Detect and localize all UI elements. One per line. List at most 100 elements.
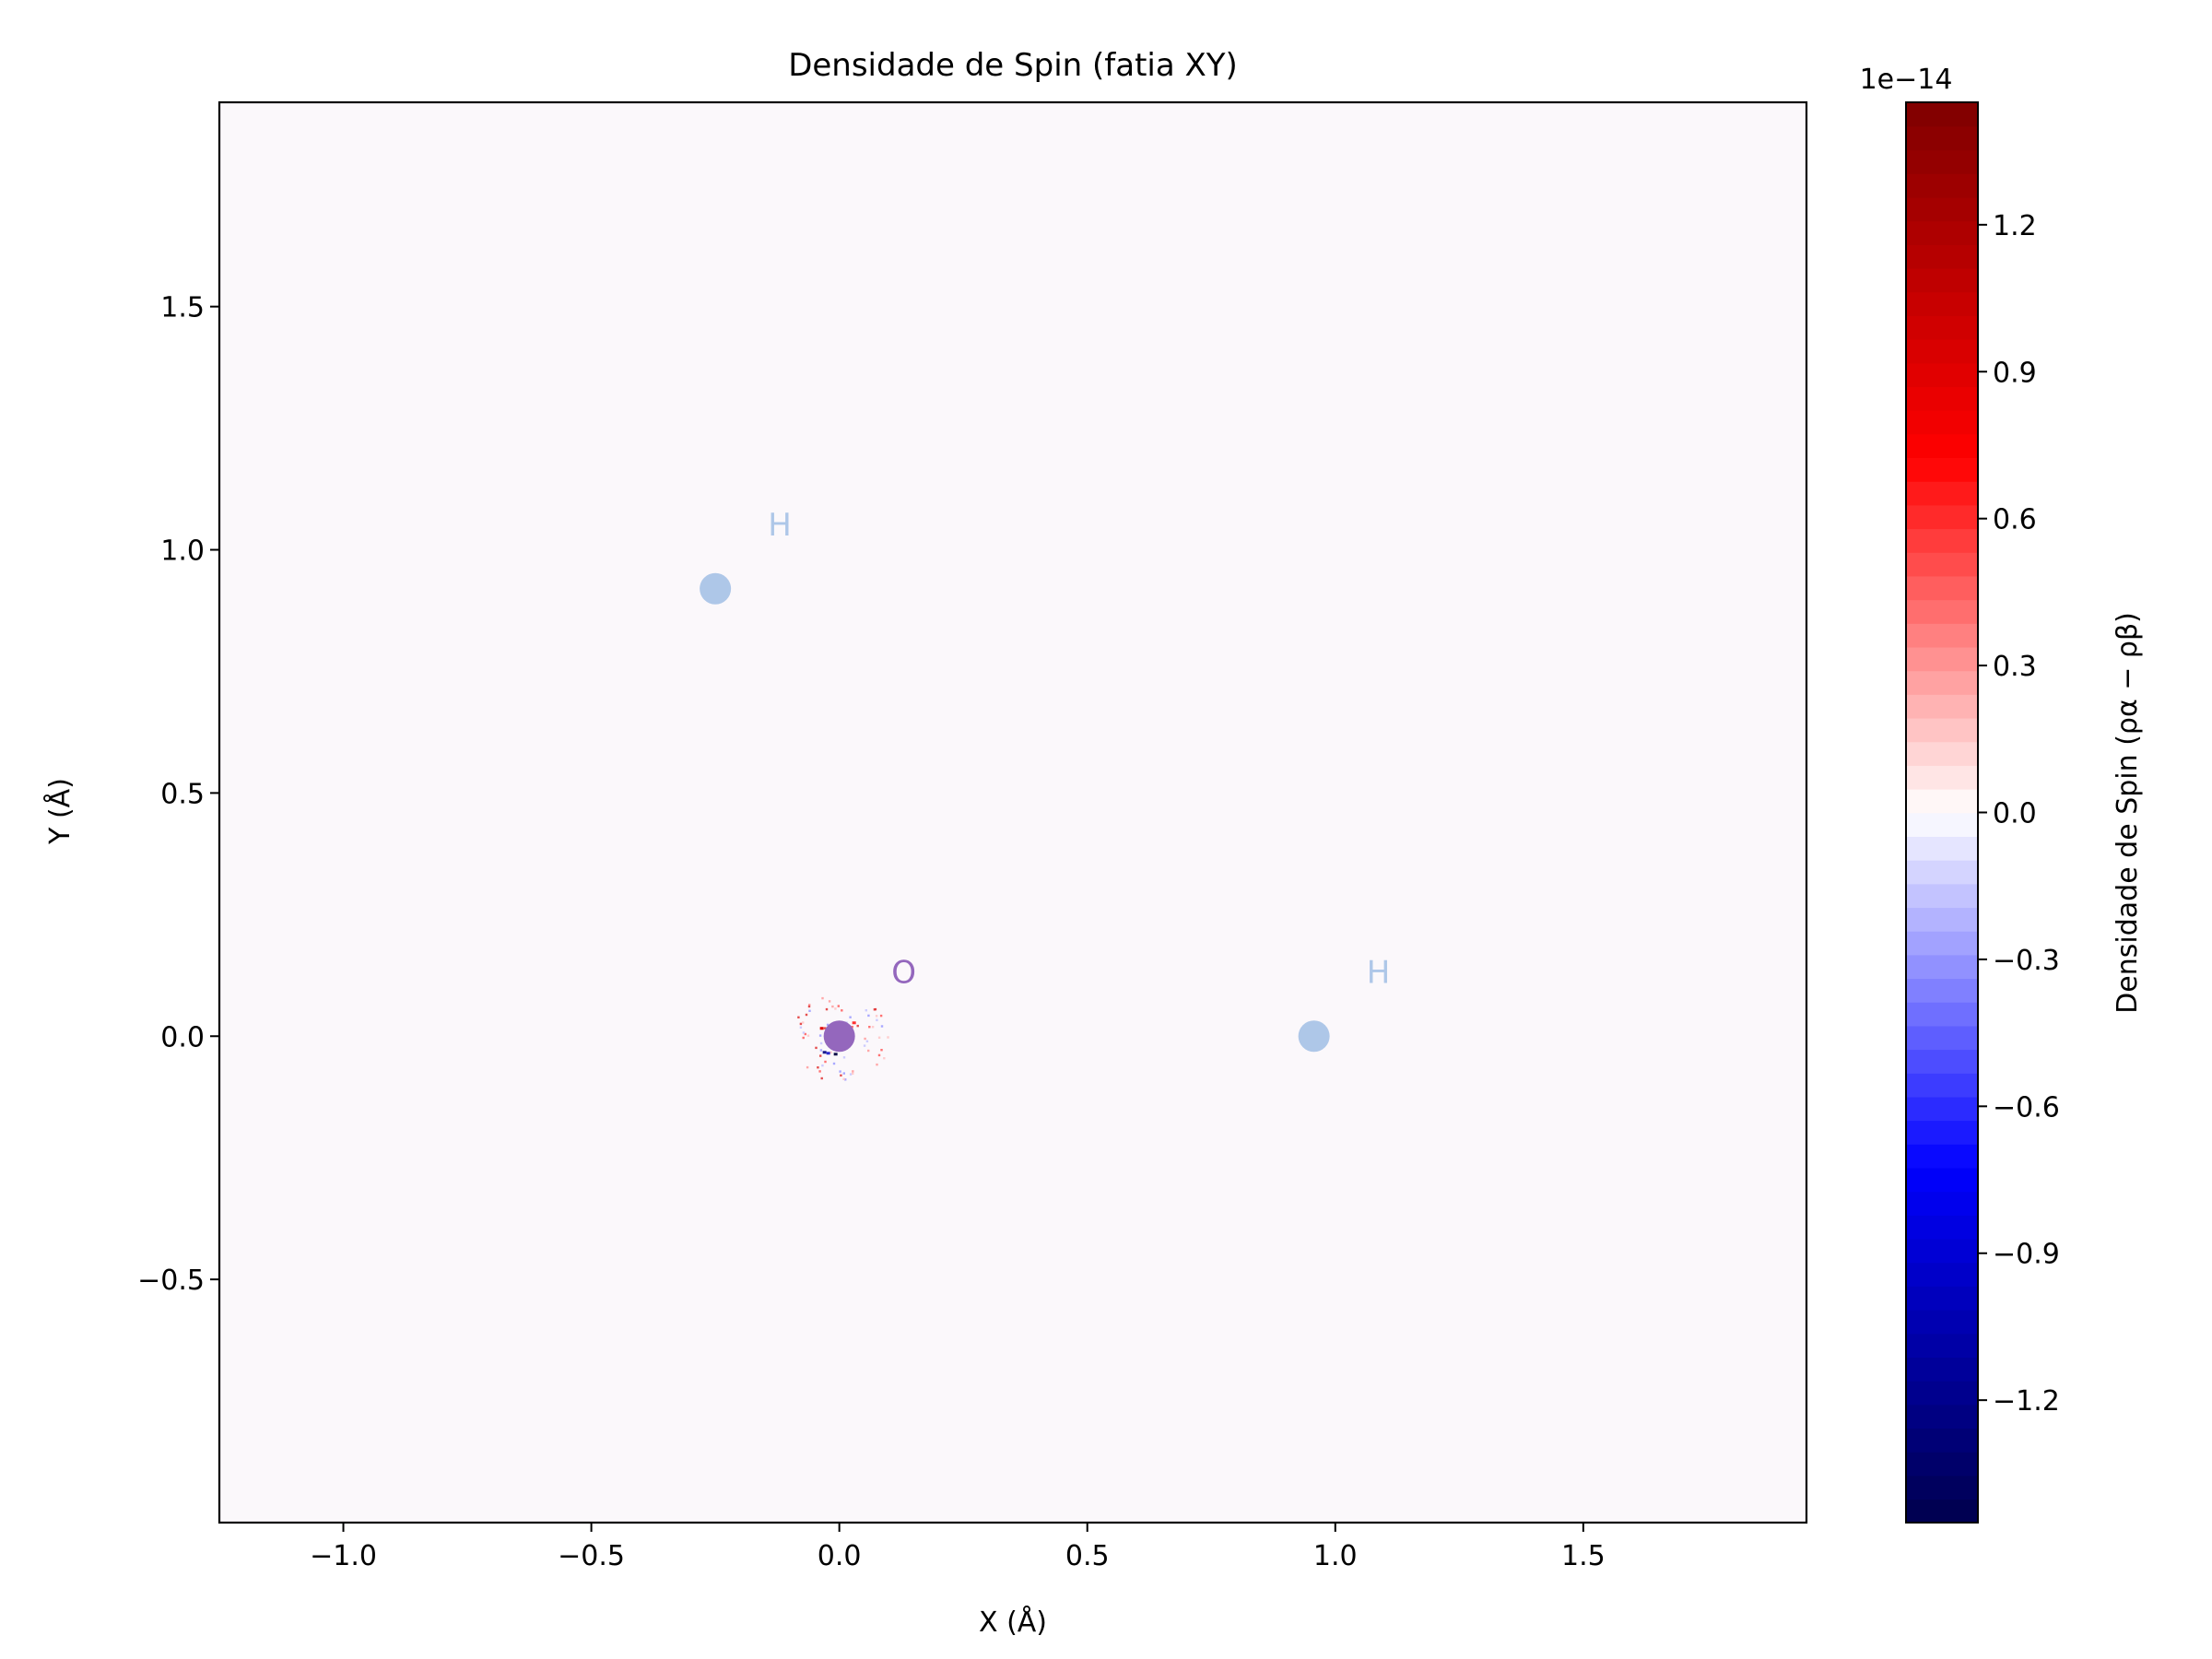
colorbar-level: [1906, 409, 1978, 435]
spin-speckle: [880, 1025, 884, 1028]
spin-speckle: [840, 1074, 842, 1077]
colorbar-level: [1906, 812, 1978, 837]
colorbar-level: [1906, 244, 1978, 269]
colorbar-level: [1906, 1215, 1978, 1240]
spin-speckle: [821, 1064, 824, 1067]
colorbar-level: [1906, 504, 1978, 530]
colorbar-tick-label: −0.6: [1993, 1091, 2060, 1124]
spin-speckle: [851, 1026, 853, 1029]
colorbar-level: [1906, 1499, 1978, 1524]
spin-speckle: [833, 1053, 838, 1056]
plot-area: O H H −1.0 −0.5 0.0 0.5 1.0 1.5 −0.5 0.0 0.5 1.0 1.5: [137, 100, 1808, 1572]
spin-speckle: [887, 1036, 889, 1039]
colorbar-level: [1906, 1049, 1978, 1074]
spin-speckle: [867, 1049, 870, 1053]
spin-speckle: [834, 1007, 837, 1010]
spin-speckle: [841, 1009, 843, 1012]
spin-speckle: [806, 1034, 810, 1037]
colorbar-label: Densidade de Spin (ρα − ρβ): [2112, 612, 2144, 1014]
spin-speckle: [824, 1060, 827, 1064]
spin-speckle: [877, 1036, 881, 1039]
spin-speckle: [839, 1070, 841, 1073]
colorbar-tick-label: 0.6: [1993, 504, 2037, 536]
atom-label: H: [768, 507, 792, 544]
spin-speckle: [822, 1051, 827, 1054]
colorbar-level: [1906, 102, 1978, 127]
spin-speckle: [868, 1026, 871, 1029]
colorbar-level: [1906, 694, 1978, 719]
colorbar-scale-label: 1e−14: [1860, 64, 1953, 96]
colorbar-level: [1906, 575, 1978, 601]
spin-speckle: [821, 996, 824, 1000]
colorbar-level: [1906, 765, 1978, 790]
spin-speckle: [865, 1009, 867, 1012]
colorbar-level: [1906, 125, 1978, 151]
spin-speckle: [828, 1000, 831, 1003]
colorbar-level: [1906, 1144, 1978, 1169]
spin-speckle: [877, 1053, 881, 1057]
colorbar-tick-label: −0.3: [1993, 945, 2060, 977]
colorbar-level: [1906, 907, 1978, 932]
colorbar-level: [1906, 1167, 1978, 1193]
colorbar-level: [1906, 551, 1978, 577]
x-tick-label: 0.5: [1065, 1540, 1110, 1572]
colorbar-level: [1906, 836, 1978, 861]
spin-speckle: [824, 1027, 827, 1030]
heatmap-field: [219, 102, 1806, 1523]
colorbar-level: [1906, 267, 1978, 293]
spin-speckle: [849, 1016, 852, 1018]
y-tick-label: 0.0: [160, 1021, 205, 1053]
colorbar-level: [1906, 1096, 1978, 1122]
spin-speckle: [826, 1052, 830, 1055]
colorbar-level: [1906, 149, 1978, 174]
colorbar-level: [1906, 930, 1978, 956]
spin-speckle: [797, 1016, 800, 1018]
colorbar: −1.2 −0.9 −0.6 −0.3 0.0 0.3 0.6 0.9 1.2: [1905, 101, 2060, 1524]
colorbar-level: [1906, 1073, 1978, 1098]
colorbar-level: [1906, 1001, 1978, 1027]
colorbar-level: [1906, 670, 1978, 695]
y-tick-label: −0.5: [137, 1265, 205, 1297]
colorbar-level: [1906, 883, 1978, 909]
spin-speckle: [802, 1031, 806, 1034]
colorbar-level: [1906, 1025, 1978, 1051]
y-tick-label: 0.5: [160, 778, 205, 810]
colorbar-level: [1906, 954, 1978, 980]
spin-speckle: [864, 1037, 866, 1041]
spin-speckle: [873, 1008, 877, 1011]
spin-speckle: [883, 1057, 886, 1060]
spin-speckle: [876, 1063, 878, 1066]
spin-speckle: [842, 1072, 845, 1075]
spin-speckle: [818, 1070, 821, 1073]
spin-speckle: [865, 1040, 869, 1042]
spin-speckle: [806, 1065, 809, 1069]
spin-speckle: [867, 1014, 870, 1018]
colorbar-level: [1906, 196, 1978, 222]
spin-speckle: [815, 1046, 818, 1050]
spin-speckle: [875, 1015, 878, 1018]
colorbar-level: [1906, 315, 1978, 340]
plot-frame: [218, 100, 1808, 1524]
colorbar-level: [1906, 338, 1978, 364]
atom-label: H: [1367, 955, 1391, 992]
colorbar-level: [1906, 1191, 1978, 1216]
spin-speckle: [825, 1007, 829, 1011]
colorbar-level: [1906, 1451, 1978, 1477]
colorbar-tick-label: 0.9: [1993, 357, 2037, 389]
colorbar-level: [1906, 717, 1978, 743]
colorbar-level: [1906, 173, 1978, 198]
x-tick-label: −1.0: [310, 1540, 377, 1572]
colorbar-level: [1906, 978, 1978, 1003]
y-tick-label: 1.0: [160, 535, 205, 568]
spin-speckle: [852, 1021, 856, 1025]
colorbar-level: [1906, 623, 1978, 648]
colorbar-level: [1906, 1404, 1978, 1430]
spin-speckle: [849, 1073, 853, 1076]
colorbar-tick-label: 0.0: [1993, 798, 2037, 830]
spin-speckle: [830, 1051, 832, 1054]
x-tick-label: 0.0: [818, 1540, 862, 1572]
spin-speckle: [879, 1014, 883, 1018]
colorbar-level: [1906, 1262, 1978, 1287]
x-tick-label: 1.5: [1561, 1540, 1606, 1572]
